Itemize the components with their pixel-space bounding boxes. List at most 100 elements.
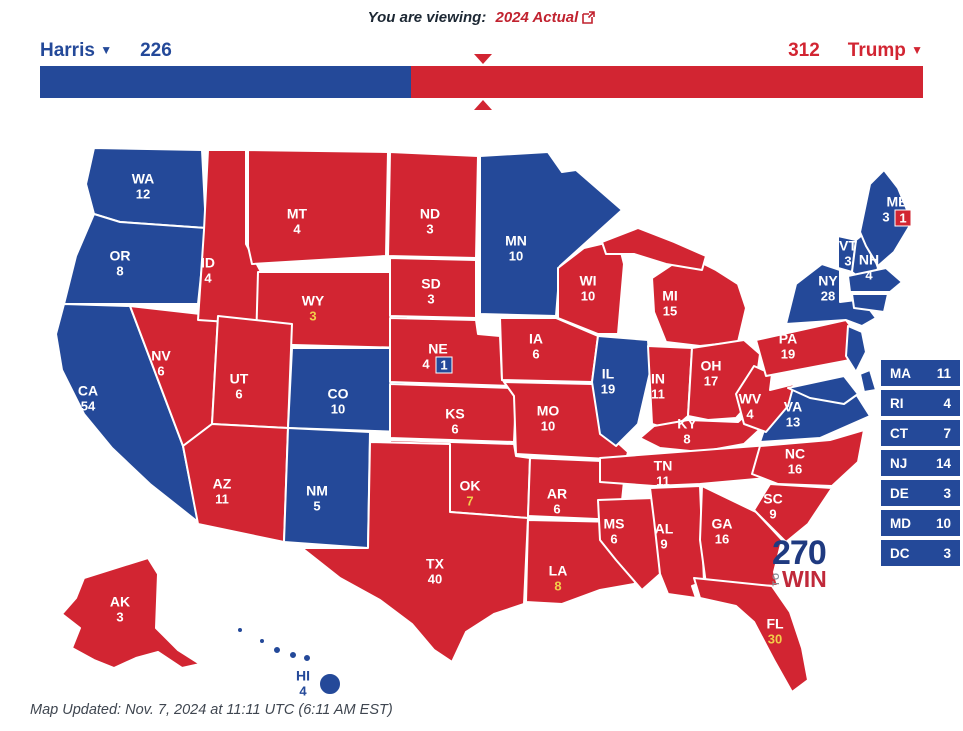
state-label-LA: LA xyxy=(549,563,568,579)
state-label-KS: KS xyxy=(445,406,464,422)
state-MI-peninsula[interactable] xyxy=(601,227,707,271)
state-label-NY: NY xyxy=(818,273,838,289)
state-NC[interactable] xyxy=(751,429,865,487)
threshold-marker-bottom xyxy=(474,100,492,110)
side-state-ev: 11 xyxy=(936,365,951,381)
state-ev-OH: 17 xyxy=(704,373,718,388)
state-label-WI: WI xyxy=(579,273,596,289)
state-TX[interactable] xyxy=(301,441,529,663)
state-ev-OR: 8 xyxy=(116,263,123,278)
state-WV[interactable] xyxy=(735,365,795,433)
side-state-MD[interactable]: MD 10 xyxy=(881,510,960,536)
state-ev-UT: 6 xyxy=(235,386,242,401)
external-link-icon[interactable] xyxy=(578,9,596,26)
state-ev-HI: 4 xyxy=(299,683,307,698)
side-state-RI[interactable]: RI 4 xyxy=(881,390,960,416)
state-label-MT: MT xyxy=(287,206,308,222)
state-label-IA: IA xyxy=(529,331,543,347)
state-MD[interactable] xyxy=(787,375,859,405)
state-ev-KS: 6 xyxy=(451,421,458,436)
state-label-CA: CA xyxy=(78,383,98,399)
state-AK[interactable] xyxy=(61,557,201,669)
state-KY[interactable] xyxy=(639,405,773,453)
state-ND[interactable] xyxy=(387,151,479,259)
state-label-ND: ND xyxy=(420,206,440,222)
state-label-UT: UT xyxy=(230,371,249,387)
state-CTRI[interactable] xyxy=(851,293,889,313)
state-label-ME: ME xyxy=(887,194,908,210)
state-label-CO: CO xyxy=(328,386,349,402)
chevron-down-icon: ▼ xyxy=(100,43,113,57)
side-state-abbr: DC xyxy=(890,545,910,561)
state-UT[interactable] xyxy=(211,315,293,429)
state-MT[interactable] xyxy=(247,149,389,265)
state-ev-NV: 6 xyxy=(157,363,164,378)
state-HI-island[interactable] xyxy=(236,626,244,634)
district-box-ME[interactable] xyxy=(894,209,912,227)
state-NJ[interactable] xyxy=(845,325,867,373)
state-ev-NH: 4 xyxy=(865,267,873,282)
state-ev-PA: 19 xyxy=(781,346,795,361)
side-state-MA[interactable]: MA 11 xyxy=(881,360,960,386)
state-ev-MT: 4 xyxy=(293,221,301,236)
state-label-AL: AL xyxy=(655,521,674,537)
side-state-abbr: NJ xyxy=(890,455,908,471)
district-ev-ME: 1 xyxy=(899,210,906,225)
state-PA[interactable] xyxy=(755,319,859,377)
side-state-DC[interactable]: DC 3 xyxy=(881,540,960,566)
state-label-VA: VA xyxy=(784,399,802,415)
side-state-NJ[interactable]: NJ 14 xyxy=(881,450,960,476)
state-WI[interactable] xyxy=(557,239,625,335)
state-AZ[interactable] xyxy=(182,423,289,543)
side-state-ev: 4 xyxy=(943,395,951,411)
state-ev-WY: 3 xyxy=(309,308,316,323)
state-SD[interactable] xyxy=(389,257,477,319)
candidate-gop-dropdown[interactable]: Trump ▼ xyxy=(847,40,923,61)
state-ev-TX: 40 xyxy=(428,571,442,586)
state-ev-AZ: 11 xyxy=(215,491,229,506)
side-state-abbr: MD xyxy=(890,515,911,531)
candidate-gop: 312 Trump ▼ xyxy=(788,40,923,62)
district-box-NE[interactable] xyxy=(435,356,453,374)
state-DE[interactable] xyxy=(859,369,877,393)
state-SC[interactable] xyxy=(753,483,833,543)
state-ME[interactable] xyxy=(859,169,913,267)
state-OR[interactable] xyxy=(63,213,207,305)
side-state-ev: 3 xyxy=(943,485,951,501)
state-ev-IL: 19 xyxy=(601,381,615,396)
side-state-abbr: CT xyxy=(890,425,908,441)
state-HI-island[interactable] xyxy=(288,650,298,660)
state-label-AR: AR xyxy=(547,486,567,502)
side-state-CT[interactable]: CT 7 xyxy=(881,420,960,446)
threshold-marker-top xyxy=(474,54,492,64)
side-state-ev: 3 xyxy=(943,545,951,561)
state-ev-WA: 12 xyxy=(136,186,150,201)
viewing-map-link[interactable]: 2024 Actual xyxy=(495,9,579,26)
state-HI-island[interactable] xyxy=(272,645,282,655)
state-ev-VA: 13 xyxy=(786,414,800,429)
state-label-AK: AK xyxy=(110,594,130,610)
state-ev-IA: 6 xyxy=(532,346,539,361)
state-label-MI: MI xyxy=(662,288,678,304)
candidate-dem-dropdown[interactable]: Harris ▼ xyxy=(40,40,113,61)
state-label-MS: MS xyxy=(604,516,625,532)
state-MN[interactable] xyxy=(479,151,623,317)
state-FL[interactable] xyxy=(693,577,809,693)
state-ev-AL: 9 xyxy=(660,536,667,551)
state-label-WV: WV xyxy=(739,391,762,407)
state-ev-IN: 11 xyxy=(651,386,665,401)
state-ev-VT: 3 xyxy=(844,253,851,268)
state-label-ID: ID xyxy=(201,255,215,271)
state-MA[interactable] xyxy=(847,267,903,293)
state-HI-island[interactable] xyxy=(318,672,342,696)
state-HI-island[interactable] xyxy=(258,637,266,645)
state-NE[interactable] xyxy=(389,317,513,387)
state-label-NV: NV xyxy=(151,348,171,364)
chevron-down-icon: ▼ xyxy=(911,43,923,57)
state-label-PA: PA xyxy=(779,331,797,347)
side-state-DE[interactable]: DE 3 xyxy=(881,480,960,506)
270towin-logo[interactable]: 270 TO WIN xyxy=(771,536,827,591)
state-label-OH: OH xyxy=(701,358,722,374)
state-HI-island[interactable] xyxy=(302,653,312,663)
state-ev-ME: 3 xyxy=(882,209,889,224)
